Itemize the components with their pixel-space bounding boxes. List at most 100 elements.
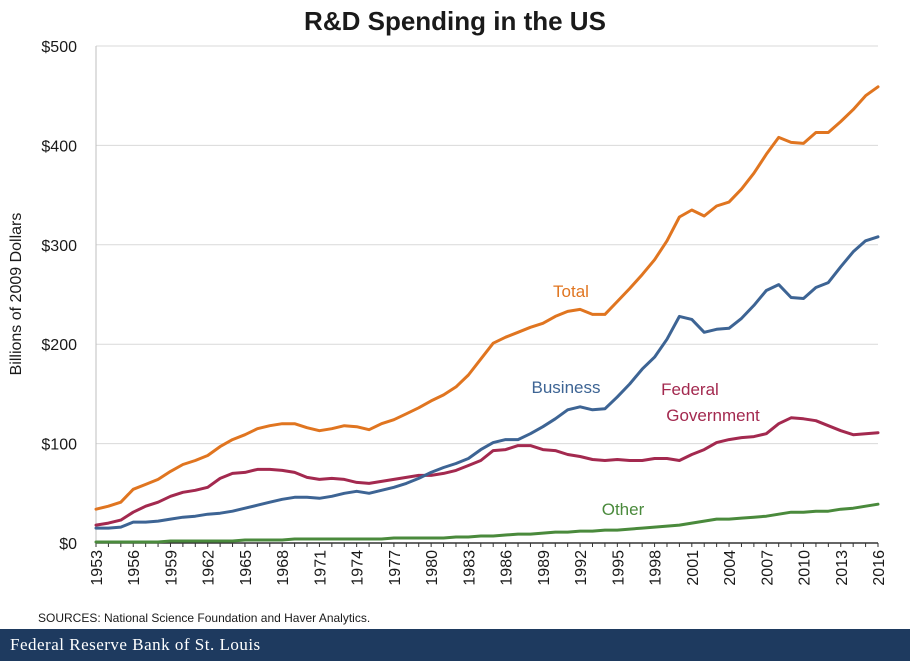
data-point-federal-government bbox=[194, 489, 196, 491]
x-tick-label: 1995 bbox=[610, 550, 627, 586]
data-point-business bbox=[157, 520, 159, 522]
data-point-business bbox=[703, 331, 705, 333]
data-point-federal-government bbox=[802, 418, 804, 420]
data-point-total bbox=[877, 86, 879, 88]
data-point-total bbox=[554, 315, 556, 317]
data-point-total bbox=[715, 205, 717, 207]
data-point-federal-government bbox=[604, 459, 606, 461]
data-point-total bbox=[343, 425, 345, 427]
series-label-total: Total bbox=[553, 282, 589, 301]
data-point-total bbox=[852, 108, 854, 110]
data-point-total bbox=[703, 215, 705, 217]
data-point-other bbox=[864, 505, 866, 507]
data-point-other bbox=[132, 541, 134, 543]
data-point-business bbox=[877, 236, 879, 238]
data-point-federal-government bbox=[666, 457, 668, 459]
data-point-business bbox=[678, 315, 680, 317]
data-point-federal-government bbox=[703, 448, 705, 450]
data-point-total bbox=[864, 95, 866, 97]
data-point-federal-government bbox=[790, 417, 792, 419]
data-point-federal-government bbox=[715, 441, 717, 443]
data-point-business bbox=[529, 432, 531, 434]
data-point-other bbox=[728, 518, 730, 520]
data-point-total bbox=[293, 423, 295, 425]
data-point-business bbox=[579, 406, 581, 408]
data-point-business bbox=[455, 462, 457, 464]
data-point-business bbox=[355, 490, 357, 492]
data-point-other bbox=[405, 537, 407, 539]
data-point-other bbox=[480, 535, 482, 537]
data-point-total bbox=[368, 428, 370, 430]
x-tick-label: 1962 bbox=[201, 550, 218, 586]
data-point-business bbox=[815, 286, 817, 288]
data-point-business bbox=[517, 438, 519, 440]
data-point-other bbox=[318, 538, 320, 540]
data-point-federal-government bbox=[579, 455, 581, 457]
data-point-total bbox=[542, 322, 544, 324]
data-point-total bbox=[244, 433, 246, 435]
data-point-total bbox=[120, 501, 122, 503]
data-point-total bbox=[629, 287, 631, 289]
y-axis-title: Billions of 2009 Dollars bbox=[8, 213, 25, 376]
data-point-other bbox=[343, 538, 345, 540]
data-point-business bbox=[194, 515, 196, 517]
data-point-other bbox=[144, 541, 146, 543]
data-point-federal-government bbox=[157, 501, 159, 503]
data-point-other bbox=[194, 540, 196, 542]
data-point-total bbox=[331, 427, 333, 429]
x-tick-label: 1977 bbox=[387, 550, 404, 586]
data-point-federal-government bbox=[405, 476, 407, 478]
data-point-business bbox=[604, 408, 606, 410]
data-point-other bbox=[504, 534, 506, 536]
data-point-business bbox=[231, 510, 233, 512]
data-point-total bbox=[765, 153, 767, 155]
data-point-federal-government bbox=[641, 459, 643, 461]
data-point-total bbox=[579, 308, 581, 310]
data-point-other bbox=[691, 522, 693, 524]
x-tick-label: 1980 bbox=[424, 550, 441, 586]
y-tick-label: $400 bbox=[41, 138, 77, 155]
data-point-federal-government bbox=[380, 480, 382, 482]
data-point-business bbox=[554, 418, 556, 420]
data-point-other bbox=[281, 539, 283, 541]
data-point-federal-government bbox=[231, 472, 233, 474]
x-tick-label: 1992 bbox=[573, 550, 590, 586]
data-point-business bbox=[753, 304, 755, 306]
data-point-other bbox=[753, 516, 755, 518]
data-point-total bbox=[753, 172, 755, 174]
data-point-federal-government bbox=[753, 435, 755, 437]
data-point-total bbox=[430, 400, 432, 402]
data-point-total bbox=[480, 358, 482, 360]
data-point-federal-government bbox=[107, 522, 109, 524]
data-point-business bbox=[566, 409, 568, 411]
source-note: SOURCES: National Science Foundation and… bbox=[38, 611, 371, 625]
data-point-federal-government bbox=[542, 448, 544, 450]
data-point-federal-government bbox=[566, 453, 568, 455]
data-point-other bbox=[355, 538, 357, 540]
data-point-federal-government bbox=[355, 481, 357, 483]
data-point-federal-government bbox=[430, 474, 432, 476]
data-point-business bbox=[318, 497, 320, 499]
data-point-total bbox=[815, 131, 817, 133]
data-point-other bbox=[107, 541, 109, 543]
data-point-total bbox=[641, 273, 643, 275]
data-point-federal-government bbox=[777, 423, 779, 425]
data-point-total bbox=[840, 120, 842, 122]
data-point-business bbox=[132, 521, 134, 523]
data-point-total bbox=[207, 454, 209, 456]
data-point-business bbox=[182, 516, 184, 518]
data-point-business bbox=[629, 383, 631, 385]
data-point-federal-government bbox=[480, 459, 482, 461]
data-point-other bbox=[157, 541, 159, 543]
data-point-total bbox=[740, 188, 742, 190]
data-point-total bbox=[393, 419, 395, 421]
x-tick-label: 1965 bbox=[238, 550, 255, 586]
data-point-business bbox=[864, 240, 866, 242]
data-point-total bbox=[107, 505, 109, 507]
data-point-other bbox=[442, 537, 444, 539]
data-point-federal-government bbox=[120, 519, 122, 521]
data-point-business bbox=[480, 448, 482, 450]
data-point-total bbox=[182, 463, 184, 465]
x-tick-label: 1953 bbox=[89, 550, 106, 586]
data-point-business bbox=[492, 441, 494, 443]
